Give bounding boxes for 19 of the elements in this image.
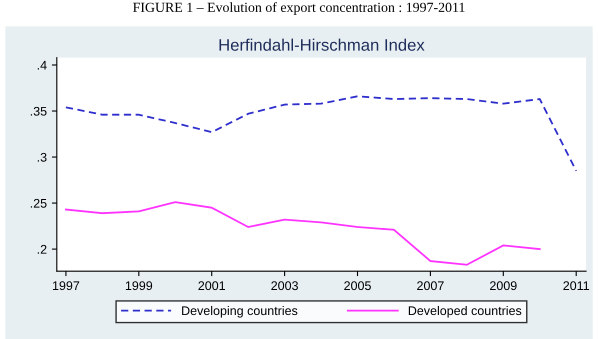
x-tick-label: 1999 [126,281,152,290]
caption: FIGURE 1 – Evolution of export concentration : 1997-2011 [133,2,465,15]
x-tick-label: 1997 [52,281,80,290]
y-tick-label: .4 [38,60,47,70]
legend-label: Developed countries [408,306,522,318]
y-tick-label: .2 [38,244,46,254]
x-tick-label: 2003 [271,281,298,290]
y-tick-label: .25 [30,198,47,208]
line-series [65,201,541,266]
x-tick-label: 2009 [490,281,517,290]
x-tick-label: 2007 [417,281,444,290]
y-tick-label: .3 [38,152,47,162]
x-tick-label: 2011 [563,281,590,290]
x-tick-label: 2001 [198,281,226,290]
chart-title: Herfindahl-Hirschman Index [220,38,425,51]
x-tick-label: 2005 [344,281,371,290]
line-series [65,95,578,172]
y-tick-label: .35 [30,106,47,116]
legend-label: Developing countries [182,306,298,318]
